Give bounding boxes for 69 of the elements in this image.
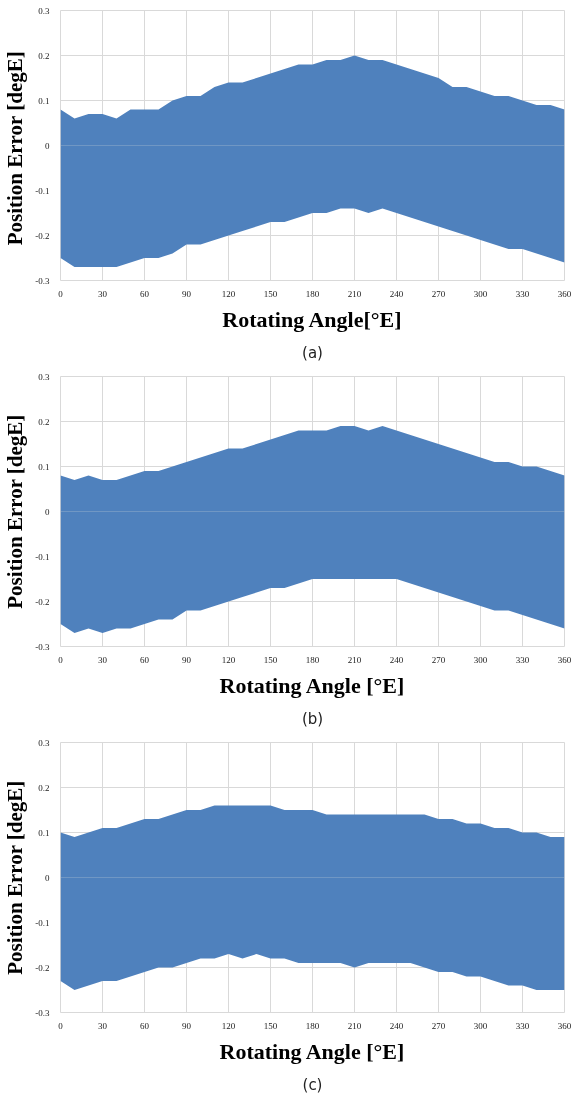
x-tick-label: 210	[347, 1020, 362, 1031]
y-tick-label: -0.2	[35, 962, 50, 973]
x-tick-label: 150	[263, 288, 278, 299]
y-tick-label: 0.1	[38, 827, 50, 838]
y-axis-title: Position Error [degE]	[3, 414, 28, 609]
y-tick-label: -0.3	[35, 641, 50, 652]
y-tick-label: -0.2	[35, 596, 50, 607]
x-tick-label: 330	[515, 654, 530, 665]
text: (c)	[302, 1075, 323, 1094]
x-tick-label: 90	[182, 1020, 192, 1031]
x-tick-label: 180	[305, 654, 320, 665]
y-tick-label: 0.1	[38, 461, 50, 472]
x-tick-label: 0	[58, 1020, 64, 1031]
y-tick-label: -0.1	[35, 185, 50, 196]
y-tick-label: 0.2	[38, 416, 50, 427]
x-tick-label: 0	[58, 654, 64, 665]
y-tick-label: 0.1	[38, 95, 50, 106]
x-tick-label: 210	[347, 654, 362, 665]
x-axis-title: Rotating Angle [°E]	[219, 1038, 405, 1064]
text: (a)	[302, 343, 323, 362]
y-tick-label: 0.3	[38, 5, 50, 16]
x-tick-label: 60	[140, 654, 150, 665]
x-tick-label: 120	[221, 1020, 236, 1031]
x-tick-label: 120	[221, 288, 236, 299]
y-tick-label: 0.3	[38, 371, 50, 382]
x-tick-label: 300	[473, 654, 488, 665]
x-tick-label: 0	[58, 288, 64, 299]
x-tick-label: 360	[557, 1020, 572, 1031]
y-tick-label: 0	[45, 506, 50, 517]
y-tick-label: -0.1	[35, 917, 50, 928]
x-tick-label: 240	[389, 288, 404, 299]
y-tick-label: 0	[45, 872, 50, 883]
x-tick-label: 360	[557, 654, 572, 665]
x-tick-label: 330	[515, 288, 530, 299]
x-tick-label: 90	[182, 654, 192, 665]
x-tick-label: 270	[431, 654, 446, 665]
x-tick-label: 180	[305, 288, 320, 299]
y-axis-title: Position Error [degE]	[3, 51, 28, 246]
x-tick-label: 90	[182, 288, 192, 299]
y-tick-label: -0.3	[35, 275, 50, 286]
x-tick-label: 360	[557, 288, 572, 299]
x-tick-label: 240	[389, 654, 404, 665]
x-tick-label: 60	[140, 288, 150, 299]
x-tick-label: 300	[473, 1020, 488, 1031]
x-tick-label: 150	[263, 654, 278, 665]
y-tick-label: -0.3	[35, 1007, 50, 1018]
y-tick-label: -0.1	[35, 551, 50, 562]
x-tick-label: 60	[140, 1020, 150, 1031]
x-tick-label: 30	[98, 654, 108, 665]
y-tick-label: 0.2	[38, 50, 50, 61]
y-axis-title: Position Error [degE]	[3, 780, 28, 975]
x-tick-label: 330	[515, 1020, 530, 1031]
x-axis-title: Rotating Angle[°E]	[222, 306, 402, 332]
x-tick-label: 270	[431, 1020, 446, 1031]
x-tick-label: 180	[305, 1020, 320, 1031]
x-tick-label: 270	[431, 288, 446, 299]
text: (b)	[301, 709, 324, 728]
y-tick-label: 0	[45, 140, 50, 151]
x-axis-title: Rotating Angle [°E]	[219, 672, 405, 698]
x-tick-label: 120	[221, 654, 236, 665]
x-tick-label: 210	[347, 288, 362, 299]
y-tick-label: 0.3	[38, 737, 50, 748]
y-tick-label: -0.2	[35, 230, 50, 241]
x-tick-label: 30	[98, 1020, 108, 1031]
x-tick-label: 300	[473, 288, 488, 299]
x-tick-label: 240	[389, 1020, 404, 1031]
y-tick-label: 0.2	[38, 782, 50, 793]
x-tick-label: 150	[263, 1020, 278, 1031]
x-tick-label: 30	[98, 288, 108, 299]
